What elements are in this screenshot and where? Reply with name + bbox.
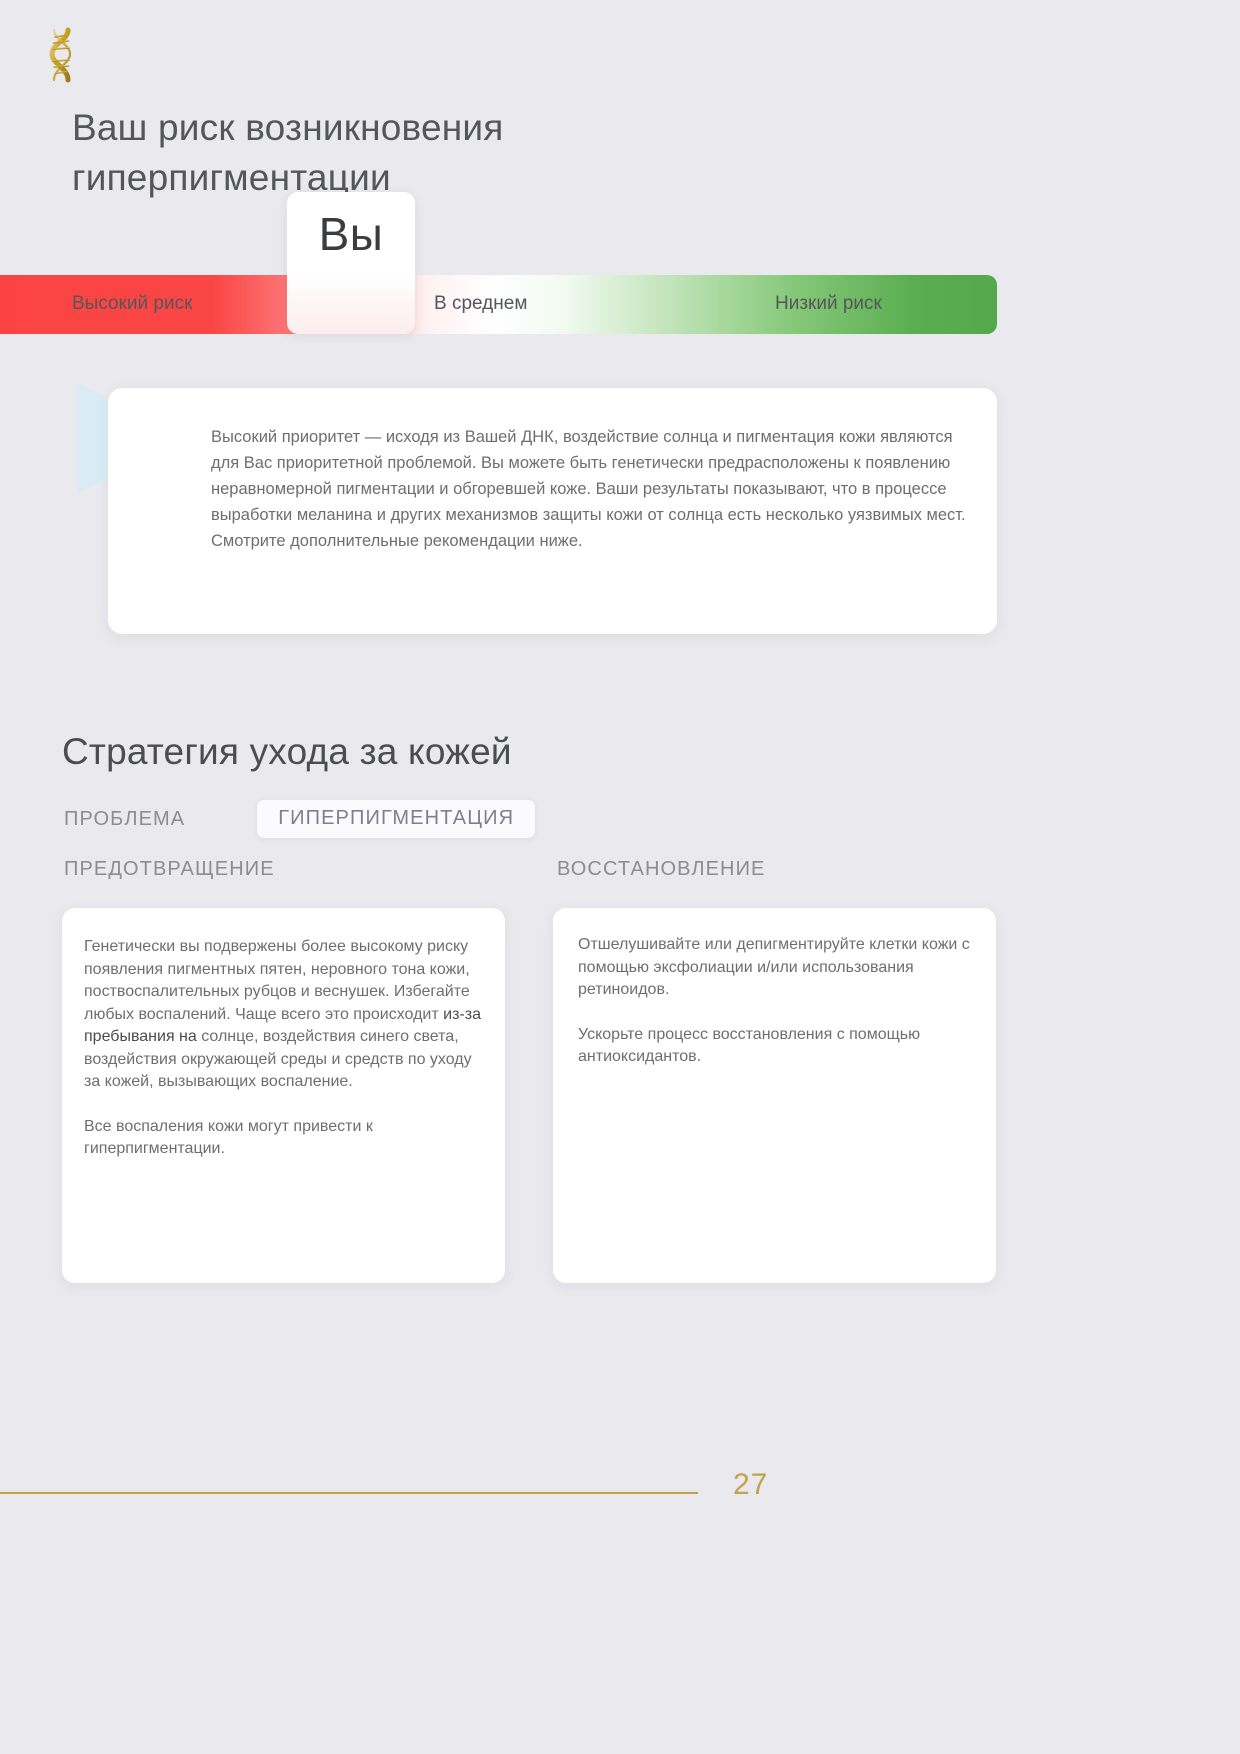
column-heading-recovery: ВОССТАНОВЛЕНИЕ bbox=[557, 858, 766, 880]
risk-label-middle: В среднем bbox=[434, 293, 528, 314]
strategy-card-recovery: Отшелушивайте или депигментируйте клетки… bbox=[553, 908, 996, 1283]
you-marker-label: Вы bbox=[318, 208, 384, 260]
risk-gradient-bar: Высокий риск В среднем Низкий риск bbox=[0, 275, 997, 334]
prevention-paragraph-1-tail: солнце, воздействия синего света, воздей… bbox=[84, 1028, 472, 1090]
summary-text: Высокий приоритет — исходя из Вашей ДНК,… bbox=[211, 428, 966, 550]
prevention-emphasis: из-за пребывания на bbox=[84, 1005, 481, 1046]
recovery-paragraph-2: Ускорьте процесс восстановления с помощь… bbox=[578, 1025, 921, 1066]
prevention-paragraph-1: Генетически вы подвержены более высокому… bbox=[84, 938, 470, 1023]
you-marker: Вы bbox=[287, 192, 415, 334]
page-title: Ваш риск возникновения гиперпигментации bbox=[72, 106, 504, 198]
recovery-text: Отшелушивайте или депигментируйте клетки… bbox=[578, 934, 978, 1069]
risk-label-high: Высокий риск bbox=[72, 293, 193, 314]
risk-label-low: Низкий риск bbox=[775, 293, 882, 314]
prevention-text: Генетически вы подвержены более высокому… bbox=[84, 936, 484, 1161]
paragraph-spacer bbox=[84, 1094, 484, 1116]
problem-label: ПРОБЛЕМА bbox=[64, 807, 186, 830]
page-number: 27 bbox=[733, 1468, 769, 1501]
footer-divider bbox=[0, 1492, 698, 1494]
section-title-strategy: Стратегия ухода за кожей bbox=[62, 730, 512, 772]
strategy-card-prevention: Генетически вы подвержены более высокому… bbox=[62, 908, 505, 1283]
summary-card: Высокий приоритет — исходя из Вашей ДНК,… bbox=[108, 388, 997, 634]
risk-scale: Высокий риск В среднем Низкий риск Вы bbox=[0, 192, 1240, 342]
problem-value-badge: ГИПЕРПИГМЕНТАЦИЯ bbox=[257, 800, 536, 838]
dna-helix-icon bbox=[38, 24, 84, 86]
recovery-paragraph-1: Отшелушивайте или депигментируйте клетки… bbox=[578, 936, 970, 998]
problem-row: ПРОБЛЕМА ГИПЕРПИГМЕНТАЦИЯ bbox=[64, 800, 536, 838]
paragraph-spacer bbox=[578, 1002, 978, 1024]
prevention-paragraph-2: Все воспаления кожи могут привести к гип… bbox=[84, 1117, 373, 1158]
column-heading-prevention: ПРЕДОТВРАЩЕНИЕ bbox=[64, 858, 275, 880]
